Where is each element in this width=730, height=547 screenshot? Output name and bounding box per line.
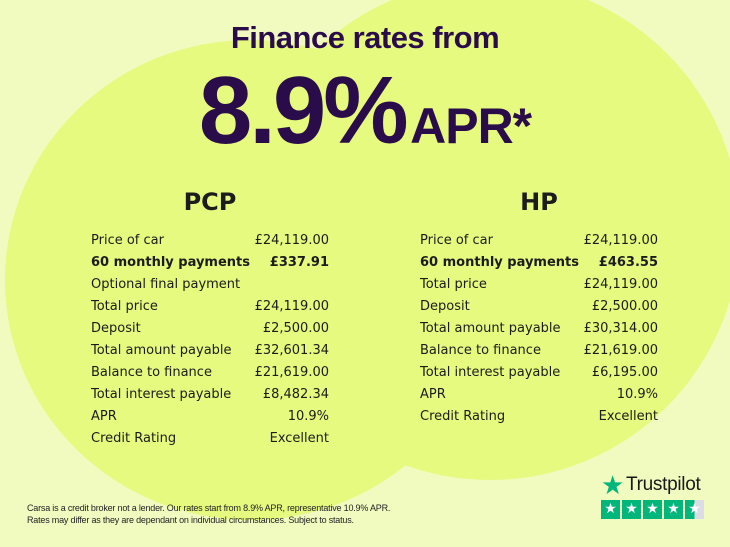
rate-value: 8.9% — [198, 57, 409, 164]
hp-title: HP — [520, 188, 558, 216]
table-row: Deposit £2,500.00 — [420, 296, 658, 318]
table-row: Balance to finance £21,619.00 — [420, 340, 658, 362]
row-value: £6,195.00 — [591, 365, 658, 380]
rating-star-icon: ★ — [643, 500, 662, 519]
hp-table: HP Price of car £24,119.00 60 monthly paym… — [420, 188, 658, 428]
row-label: 60 monthly payments — [91, 255, 250, 270]
table-row: Deposit £2,500.00 — [91, 318, 329, 340]
pcp-table: PCP Price of car £24,119.00 60 monthly pay… — [91, 188, 329, 450]
trustpilot-name: Trustpilot — [626, 474, 701, 495]
rate-suffix: APR* — [410, 98, 532, 154]
table-row: Total price £24,119.00 — [420, 274, 658, 296]
row-value: £463.55 — [598, 255, 658, 270]
rate-display: 8.9% APR* — [0, 56, 730, 166]
trustpilot-badge[interactable]: ★ Trustpilot ★ ★ ★ ★ ★ — [601, 470, 704, 519]
headline: Finance rates from — [230, 20, 500, 55]
row-label: Total interest payable — [420, 365, 561, 380]
table-row: Price of car £24,119.00 — [91, 230, 329, 252]
row-label: Credit Rating — [91, 431, 177, 446]
row-value: £2,500.00 — [262, 321, 329, 336]
rating-star-icon: ★ — [685, 500, 704, 519]
row-value: £24,119.00 — [254, 233, 329, 248]
row-value: £8,482.34 — [262, 387, 329, 402]
row-label: Optional final payment — [91, 277, 241, 292]
disclaimer-line: Carsa is a credit broker not a lender. O… — [27, 503, 391, 513]
row-label: Total price — [420, 277, 487, 292]
row-label: Total price — [91, 299, 158, 314]
row-label: APR — [420, 387, 446, 402]
row-label: Balance to finance — [91, 365, 212, 380]
row-label: Total amount payable — [91, 343, 232, 358]
row-value: £337.91 — [269, 255, 329, 270]
row-value: £32,601.34 — [254, 343, 329, 358]
row-value: 10.9% — [287, 409, 329, 424]
table-row: 60 monthly payments £463.55 — [420, 252, 658, 274]
rating-star-icon: ★ — [601, 500, 620, 519]
row-value: £21,619.00 — [254, 365, 329, 380]
disclaimer: Carsa is a credit broker not a lender. O… — [27, 502, 390, 526]
trustpilot-rating: ★ ★ ★ ★ ★ — [601, 500, 704, 519]
row-value: £30,314.00 — [583, 321, 658, 336]
table-row: Total amount payable £32,601.34 — [91, 340, 329, 362]
table-row: APR 10.9% — [91, 406, 329, 428]
row-label: Deposit — [420, 299, 470, 314]
table-row: Optional final payment — [91, 274, 329, 296]
pcp-title: PCP — [183, 188, 237, 216]
row-value: £24,119.00 — [583, 277, 658, 292]
background-circle-right — [240, 0, 730, 480]
row-label: Total amount payable — [420, 321, 561, 336]
row-value: £24,119.00 — [254, 299, 329, 314]
star-icon: ★ — [601, 470, 625, 500]
row-value: Excellent — [598, 409, 658, 424]
row-value: £2,500.00 — [591, 299, 658, 314]
row-label: Price of car — [91, 233, 164, 248]
row-value: Excellent — [269, 431, 329, 446]
table-row: Price of car £24,119.00 — [420, 230, 658, 252]
trustpilot-logo: ★ Trustpilot — [601, 470, 704, 500]
row-label: Balance to finance — [420, 343, 541, 358]
row-label: Total interest payable — [91, 387, 232, 402]
table-row: Credit Rating Excellent — [91, 428, 329, 450]
row-label: Credit Rating — [420, 409, 506, 424]
row-label: Price of car — [420, 233, 493, 248]
rating-star-icon: ★ — [622, 500, 641, 519]
table-row: APR 10.9% — [420, 384, 658, 406]
table-row: Balance to finance £21,619.00 — [91, 362, 329, 384]
rating-star-icon: ★ — [664, 500, 683, 519]
table-row: Total interest payable £8,482.34 — [91, 384, 329, 406]
table-row: Total amount payable £30,314.00 — [420, 318, 658, 340]
table-row: 60 monthly payments £337.91 — [91, 252, 329, 274]
row-label: APR — [91, 409, 117, 424]
row-value: £21,619.00 — [583, 343, 658, 358]
table-row: Total interest payable £6,195.00 — [420, 362, 658, 384]
row-label: Deposit — [91, 321, 141, 336]
table-row: Credit Rating Excellent — [420, 406, 658, 428]
row-value: 10.9% — [616, 387, 658, 402]
row-value: £24,119.00 — [583, 233, 658, 248]
disclaimer-line: Rates may differ as they are dependant o… — [27, 515, 354, 525]
table-row: Total price £24,119.00 — [91, 296, 329, 318]
row-label: 60 monthly payments — [420, 255, 579, 270]
